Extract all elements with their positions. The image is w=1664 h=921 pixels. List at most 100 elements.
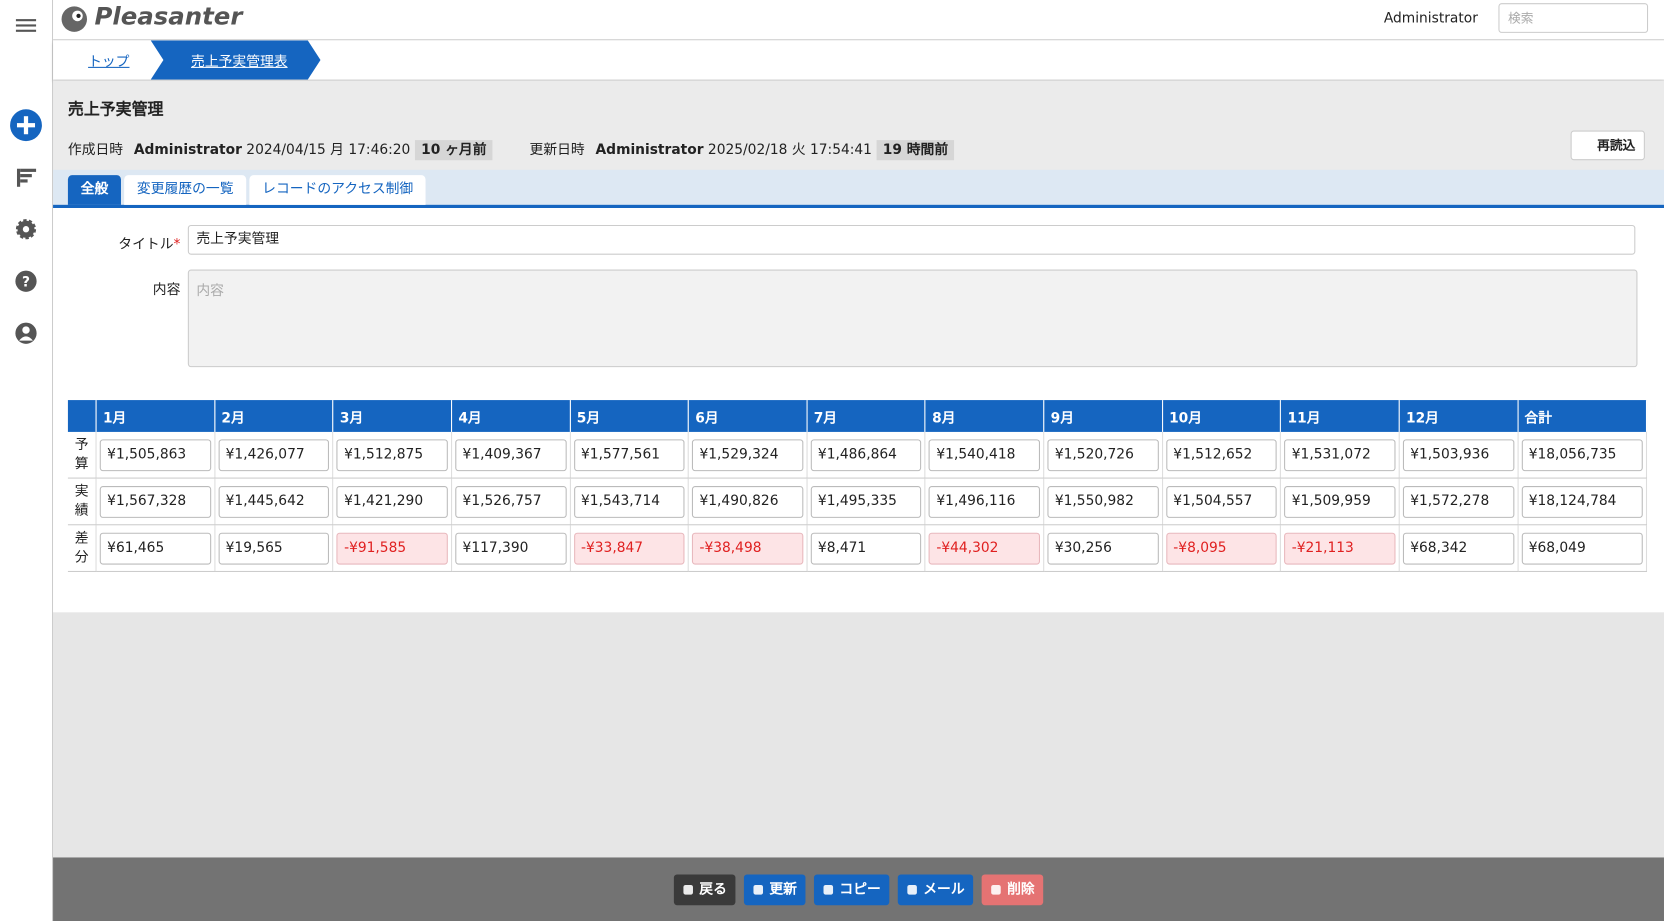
- table-cell: ¥1,503,936: [1399, 431, 1519, 479]
- footer-button[interactable]: 戻る: [673, 873, 736, 905]
- breadcrumb-link[interactable]: トップ: [88, 54, 130, 71]
- cell-input[interactable]: -¥33,847: [573, 532, 685, 565]
- footer-button[interactable]: 削除: [981, 873, 1044, 905]
- table-cell: ¥1,512,875: [332, 431, 452, 479]
- cell-input[interactable]: ¥1,505,863: [99, 438, 211, 471]
- table-cell: ¥1,409,367: [451, 431, 571, 479]
- table-cell: -¥44,302: [925, 524, 1045, 572]
- cell-input[interactable]: ¥1,445,642: [218, 485, 330, 518]
- cell-input[interactable]: -¥38,498: [692, 532, 804, 565]
- column-header: 1月: [96, 400, 216, 432]
- cell-input[interactable]: -¥8,095: [1165, 532, 1277, 565]
- data-row: 予算 ¥1,505,863 ¥1,426,077 ¥1,512,875 ¥1,409,3…: [67, 431, 1648, 479]
- tab[interactable]: レコードのアクセス制御: [249, 175, 426, 205]
- footer: 戻る 更新 コピー メール 削除: [53, 857, 1664, 921]
- cell-input[interactable]: ¥61,465: [99, 532, 211, 565]
- table-cell: ¥1,490,826: [688, 478, 808, 526]
- cell-input[interactable]: ¥1,529,324: [692, 438, 804, 471]
- new-icon[interactable]: [10, 109, 42, 142]
- cell-input[interactable]: ¥1,512,652: [1165, 438, 1277, 471]
- settings-icon[interactable]: [15, 219, 37, 240]
- cell-input[interactable]: ¥1,531,072: [1284, 438, 1396, 471]
- column-header: 12月: [1399, 400, 1519, 432]
- column-header: 4月: [451, 400, 571, 432]
- cell-input[interactable]: -¥21,113: [1284, 532, 1396, 565]
- table-cell: ¥61,465: [96, 524, 216, 572]
- cell-input[interactable]: -¥44,302: [928, 532, 1040, 565]
- cell-input[interactable]: ¥8,471: [810, 532, 922, 565]
- record-title: 売上予実管理: [67, 99, 164, 119]
- tab[interactable]: 全般: [67, 175, 121, 205]
- table-cell: ¥1,445,642: [214, 478, 334, 526]
- column-header: 11月: [1280, 400, 1400, 432]
- title-input[interactable]: 売上予実管理: [187, 224, 1636, 255]
- sort-icon[interactable]: [16, 168, 37, 187]
- column-header: 8月: [925, 400, 1045, 432]
- cell-input[interactable]: ¥1,495,335: [810, 485, 922, 518]
- cell-input[interactable]: ¥1,496,116: [928, 485, 1040, 518]
- cell-input[interactable]: ¥1,577,561: [573, 438, 685, 471]
- table-cell: ¥68,049: [1517, 524, 1648, 572]
- cell-input[interactable]: ¥1,543,714: [573, 485, 685, 518]
- cell-input[interactable]: ¥1,509,959: [1284, 485, 1396, 518]
- footer-button[interactable]: 更新: [743, 873, 806, 905]
- cell-input[interactable]: ¥1,520,726: [1047, 438, 1159, 471]
- table-cell: ¥8,471: [806, 524, 926, 572]
- cell-input[interactable]: ¥1,503,936: [1402, 438, 1514, 471]
- cell-input[interactable]: ¥18,124,784: [1521, 485, 1643, 518]
- table-cell: ¥1,495,335: [806, 478, 926, 526]
- cell-input[interactable]: ¥1,512,875: [336, 438, 448, 471]
- breadcrumb-current[interactable]: 売上予実管理表: [191, 54, 288, 71]
- footer-button[interactable]: メール: [897, 873, 974, 905]
- form: タイトル* 売上予実管理 内容 内容 1月 2月 3月 4月 5月 6月 7月 8月 9月 10月…: [53, 207, 1664, 613]
- footer-button[interactable]: コピー: [813, 873, 890, 905]
- user-icon[interactable]: [15, 322, 37, 344]
- column-header: 3月: [332, 400, 452, 432]
- cell-input[interactable]: ¥18,056,735: [1521, 438, 1643, 471]
- table-cell: ¥1,505,863: [96, 431, 216, 479]
- updated-by: Administrator: [595, 142, 704, 159]
- menu-icon[interactable]: [15, 19, 37, 32]
- table-cell: ¥117,390: [451, 524, 571, 572]
- cell-input[interactable]: ¥1,572,278: [1402, 485, 1514, 518]
- cell-input[interactable]: ¥1,504,557: [1165, 485, 1277, 518]
- cell-input[interactable]: ¥1,426,077: [218, 438, 330, 471]
- row-label: 差分: [67, 524, 97, 572]
- table-cell: ¥30,256: [1043, 524, 1163, 572]
- cell-input[interactable]: ¥1,486,864: [810, 438, 922, 471]
- user-name[interactable]: Administrator: [1383, 10, 1478, 27]
- cell-input[interactable]: ¥1,409,367: [455, 438, 567, 471]
- cell-input[interactable]: ¥1,567,328: [99, 485, 211, 518]
- table-cell: -¥8,095: [1162, 524, 1282, 572]
- cell-input[interactable]: ¥1,526,757: [455, 485, 567, 518]
- cell-input[interactable]: ¥1,490,826: [692, 485, 804, 518]
- column-header: 9月: [1043, 400, 1163, 432]
- updated-info: 更新日時 Administrator 2025/02/18 火 17:54:41…: [530, 138, 955, 161]
- search-box[interactable]: 検索: [1498, 3, 1649, 33]
- cell-input[interactable]: ¥30,256: [1047, 532, 1159, 565]
- sidebar-icons: ?: [10, 19, 42, 344]
- logo-text[interactable]: Pleasanter: [94, 3, 243, 31]
- help-icon[interactable]: ?: [15, 270, 37, 292]
- breadcrumb-chevron: [150, 40, 321, 80]
- tab[interactable]: 変更履歴の一覧: [124, 175, 247, 205]
- cell-input[interactable]: ¥19,565: [218, 532, 330, 565]
- table-cell: ¥1,504,557: [1162, 478, 1282, 526]
- cell-input[interactable]: ¥117,390: [455, 532, 567, 565]
- cell-input[interactable]: ¥68,342: [1402, 532, 1514, 565]
- cell-input[interactable]: ¥68,049: [1521, 532, 1643, 565]
- table-cell: ¥18,056,735: [1517, 431, 1648, 479]
- required-mark: *: [173, 236, 181, 253]
- budget-table: 1月 2月 3月 4月 5月 6月 7月 8月 9月 10月 11月 12月 合計 予算 ¥1,505,86…: [67, 400, 1648, 572]
- column-header: 6月: [688, 400, 808, 432]
- cell-input[interactable]: ¥1,540,418: [928, 438, 1040, 471]
- cell-input[interactable]: -¥91,585: [336, 532, 448, 565]
- body-input[interactable]: 内容: [187, 269, 1638, 368]
- cell-input[interactable]: ¥1,550,982: [1047, 485, 1159, 518]
- cell-input[interactable]: ¥1,421,290: [336, 485, 448, 518]
- title-label-text: タイトル: [118, 236, 174, 253]
- created-at: 2024/04/15 月 17:46:20: [246, 142, 411, 159]
- column-header: 10月: [1162, 400, 1282, 432]
- reload-button[interactable]: 再読込: [1570, 130, 1645, 161]
- title-label: タイトル*: [117, 232, 181, 253]
